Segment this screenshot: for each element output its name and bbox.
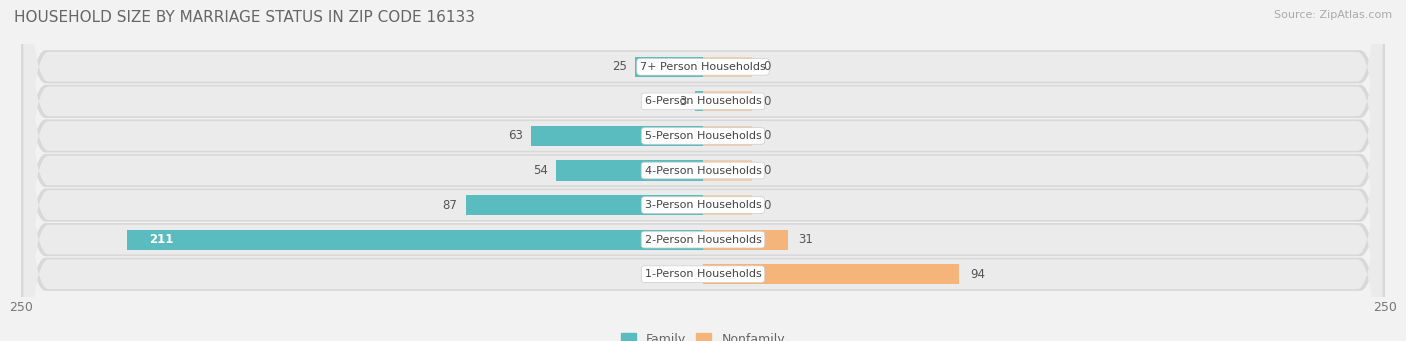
Legend: Family, Nonfamily: Family, Nonfamily bbox=[621, 333, 785, 341]
Text: 2-Person Households: 2-Person Households bbox=[644, 235, 762, 244]
Text: 5-Person Households: 5-Person Households bbox=[644, 131, 762, 141]
Text: 7+ Person Households: 7+ Person Households bbox=[640, 62, 766, 72]
FancyBboxPatch shape bbox=[24, 0, 1382, 341]
Text: 1-Person Households: 1-Person Households bbox=[644, 269, 762, 279]
FancyBboxPatch shape bbox=[18, 0, 1388, 341]
FancyBboxPatch shape bbox=[18, 0, 1388, 341]
Text: 3-Person Households: 3-Person Households bbox=[644, 200, 762, 210]
Bar bbox=[555, 161, 703, 180]
Text: 94: 94 bbox=[970, 268, 986, 281]
Text: 0: 0 bbox=[763, 95, 770, 108]
Text: 211: 211 bbox=[149, 233, 174, 246]
Text: 0: 0 bbox=[763, 164, 770, 177]
FancyBboxPatch shape bbox=[18, 0, 1388, 341]
Text: 0: 0 bbox=[763, 130, 770, 143]
Text: 31: 31 bbox=[799, 233, 813, 246]
Text: 6-Person Households: 6-Person Households bbox=[644, 97, 762, 106]
FancyBboxPatch shape bbox=[24, 0, 1382, 341]
FancyBboxPatch shape bbox=[24, 0, 1382, 341]
Text: 25: 25 bbox=[612, 60, 627, 73]
FancyBboxPatch shape bbox=[24, 0, 1382, 341]
Text: HOUSEHOLD SIZE BY MARRIAGE STATUS IN ZIP CODE 16133: HOUSEHOLD SIZE BY MARRIAGE STATUS IN ZIP… bbox=[14, 10, 475, 25]
Bar bbox=[703, 229, 787, 250]
FancyBboxPatch shape bbox=[24, 0, 1382, 341]
FancyBboxPatch shape bbox=[18, 0, 1388, 341]
Text: 63: 63 bbox=[508, 130, 523, 143]
Text: 87: 87 bbox=[443, 198, 457, 211]
Text: 0: 0 bbox=[763, 198, 770, 211]
FancyBboxPatch shape bbox=[18, 0, 1388, 341]
Text: 3: 3 bbox=[679, 95, 686, 108]
Bar bbox=[465, 195, 703, 215]
Bar bbox=[703, 195, 752, 215]
Bar bbox=[703, 161, 752, 180]
Bar bbox=[636, 57, 703, 77]
Bar bbox=[703, 91, 752, 112]
FancyBboxPatch shape bbox=[18, 0, 1388, 341]
Bar bbox=[703, 264, 959, 284]
Text: 4-Person Households: 4-Person Households bbox=[644, 165, 762, 176]
FancyBboxPatch shape bbox=[18, 0, 1388, 341]
Text: Source: ZipAtlas.com: Source: ZipAtlas.com bbox=[1274, 10, 1392, 20]
Bar bbox=[703, 57, 752, 77]
Text: 0: 0 bbox=[763, 60, 770, 73]
FancyBboxPatch shape bbox=[24, 0, 1382, 341]
Bar bbox=[695, 91, 703, 112]
Bar bbox=[128, 229, 703, 250]
Bar bbox=[531, 126, 703, 146]
Text: 54: 54 bbox=[533, 164, 547, 177]
FancyBboxPatch shape bbox=[24, 0, 1382, 341]
Bar bbox=[703, 126, 752, 146]
